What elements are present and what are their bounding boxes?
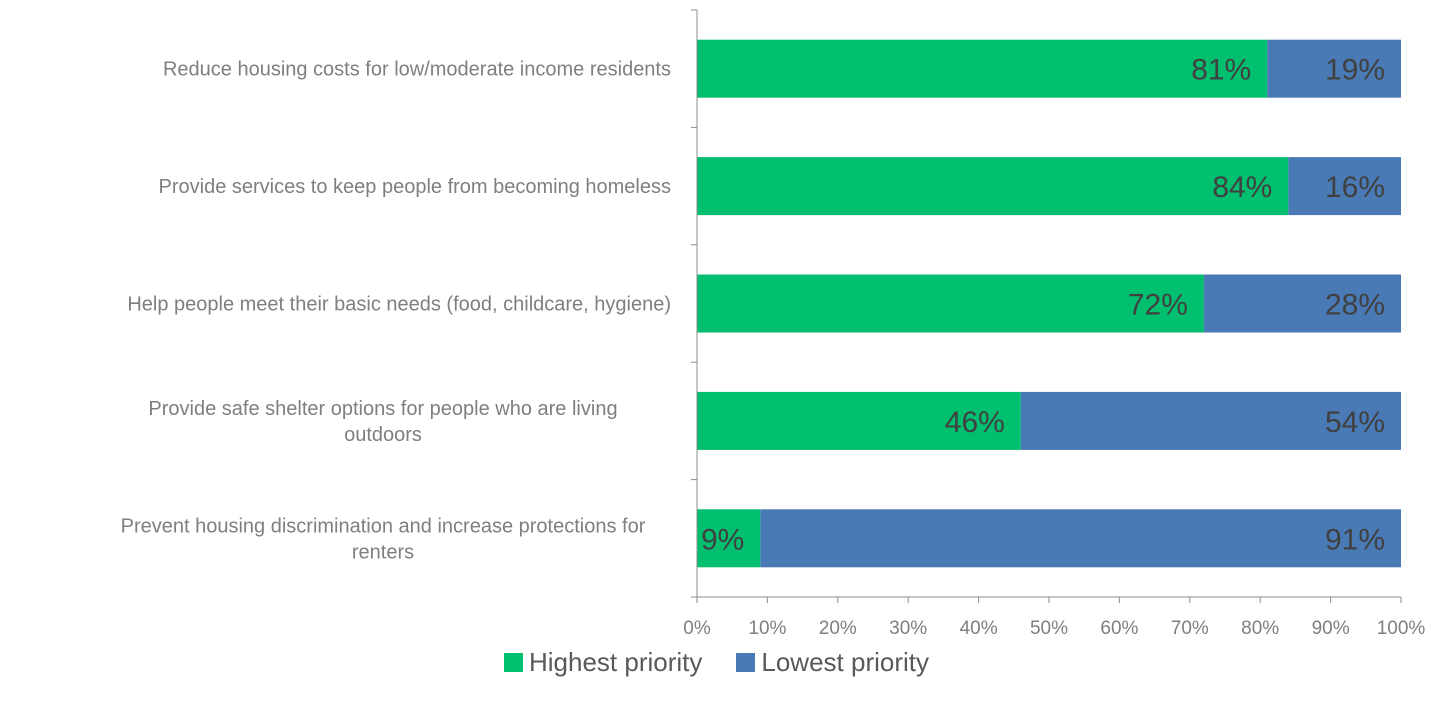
legend-item-highest-priority[interactable]: Highest priority (503, 646, 703, 678)
category-label-1: Reduce housing costs for low/moderate in… (163, 59, 671, 81)
stacked-bar-chart: 81% 19% 84% 16% 72% 28% 46% 54% 9% 91% Reduce hou… (121, 9, 1426, 639)
bar-lowest-priority-5[interactable] (760, 509, 1401, 568)
bar-highest-priority-5[interactable] (697, 509, 761, 568)
data-label-lowest-5: 91% (1325, 523, 1385, 556)
category-label-4: Provide safe shelter options for people … (148, 398, 617, 446)
bars-layer (697, 39, 1401, 568)
bar-highest-priority-4[interactable] (697, 391, 1021, 450)
legend-swatch-lowest-priority (736, 652, 756, 672)
x-tick-label-10pct: 10% (748, 618, 786, 639)
x-tick-label-20pct: 20% (819, 618, 857, 639)
x-tick-label-0pct: 0% (683, 618, 711, 639)
data-label-highest-4: 46% (945, 406, 1005, 439)
data-labels-layer: 81% 19% 84% 16% 72% 28% 46% 54% 9% 91% (701, 54, 1385, 557)
data-label-lowest-3: 28% (1325, 289, 1385, 322)
x-tick-label-30pct: 30% (889, 618, 927, 639)
legend-label-highest-priority: Highest priority (528, 646, 703, 677)
data-label-highest-5: 9% (701, 523, 744, 556)
data-label-lowest-1: 19% (1325, 54, 1385, 87)
data-label-highest-2: 84% (1212, 171, 1272, 204)
bar-lowest-priority-4[interactable] (1020, 391, 1401, 450)
data-label-highest-3: 72% (1128, 289, 1188, 322)
x-tick-label-60pct: 60% (1100, 618, 1138, 639)
x-tick-label-100pct: 100% (1377, 618, 1426, 639)
x-tick-label-70pct: 70% (1171, 618, 1209, 639)
bar-highest-priority-1[interactable] (697, 39, 1268, 98)
category-label-5: Prevent housing discrimination and incre… (121, 515, 646, 563)
legend-swatch-highest-priority (503, 652, 523, 672)
data-label-highest-1: 81% (1191, 54, 1251, 87)
bar-highest-priority-2[interactable] (697, 157, 1289, 216)
data-label-lowest-2: 16% (1325, 171, 1385, 204)
bar-lowest-priority-2[interactable] (1288, 157, 1401, 216)
legend-label-lowest-priority: Lowest priority (761, 646, 930, 677)
axes-layer: 0% 10% 20% 30% 40% 50% 60% 70% 80% 90% 100% (683, 9, 1426, 639)
x-tick-label-90pct: 90% (1312, 618, 1350, 639)
legend: Highest priority Lowest priority (0, 642, 1433, 682)
x-tick-label-40pct: 40% (960, 618, 998, 639)
category-labels-layer: Reduce housing costs for low/moderate in… (121, 59, 671, 564)
category-label-3: Help people meet their basic needs (food… (127, 294, 671, 316)
bar-highest-priority-3[interactable] (697, 274, 1204, 333)
category-label-2: Provide services to keep people from bec… (159, 176, 671, 198)
x-tick-label-50pct: 50% (1030, 618, 1068, 639)
data-label-lowest-4: 54% (1325, 406, 1385, 439)
bar-lowest-priority-3[interactable] (1203, 274, 1401, 333)
x-tick-label-80pct: 80% (1241, 618, 1279, 639)
bar-lowest-priority-1[interactable] (1267, 39, 1401, 98)
legend-item-lowest-priority[interactable]: Lowest priority (736, 647, 929, 678)
